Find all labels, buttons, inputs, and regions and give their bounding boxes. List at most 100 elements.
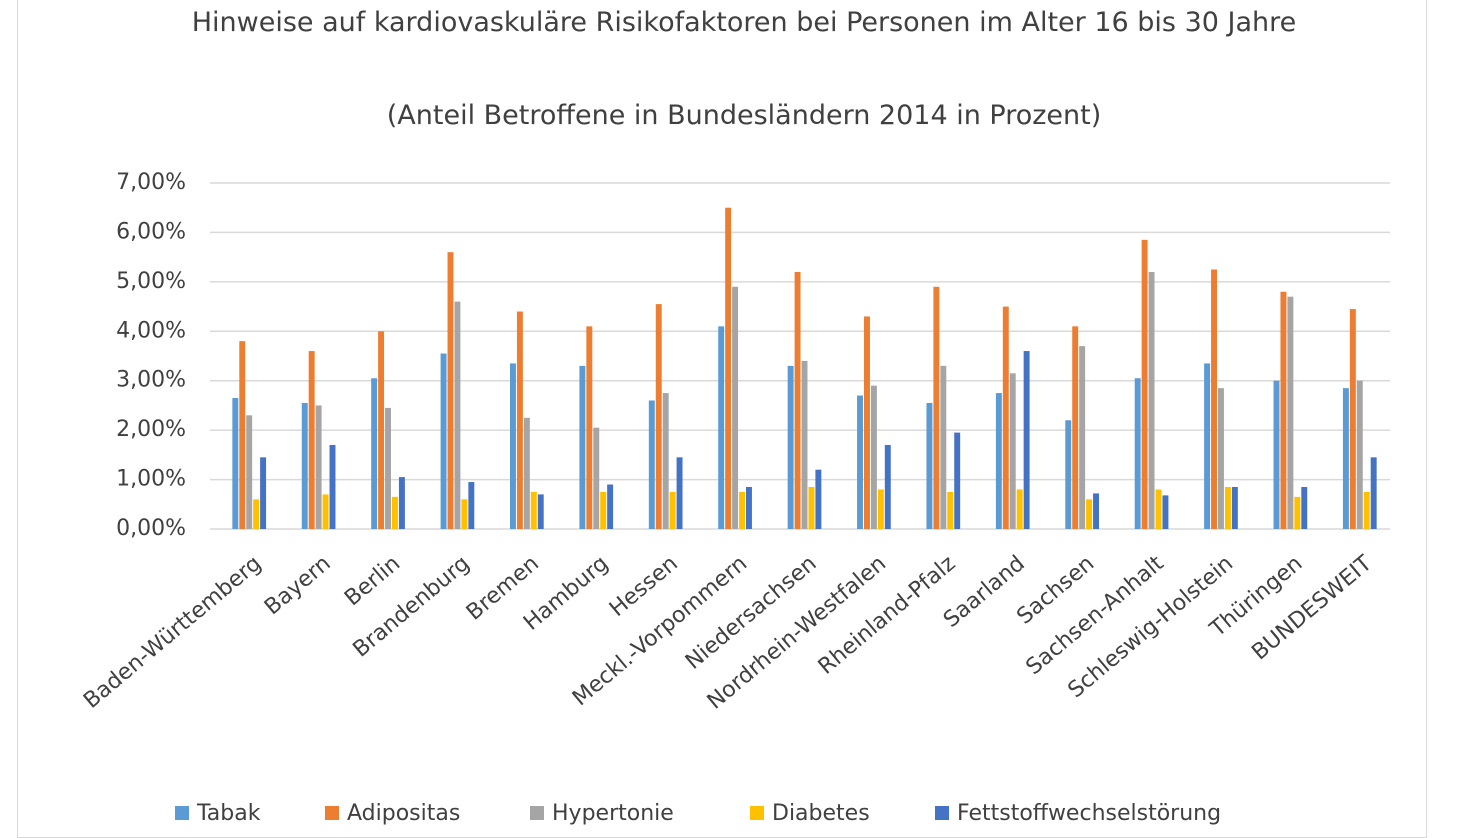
bar [1155,489,1162,529]
bar [329,444,336,529]
y-tick-label: 6,00% [116,219,186,244]
bar [253,499,260,529]
y-tick-label: 7,00% [116,170,186,195]
bar [593,427,600,529]
bar [655,304,662,529]
bar [739,491,745,529]
bar [1086,499,1093,529]
bar [447,252,454,529]
bar [926,402,933,529]
bar [1211,269,1217,529]
bar [1280,291,1287,529]
bar [801,360,808,529]
bar [662,393,669,529]
bar [1301,486,1308,529]
bar [246,415,253,529]
bar [586,326,593,529]
bar [1016,489,1023,529]
bar [1065,420,1072,529]
bar [579,365,586,529]
chart-subtitle: (Anteil Betroffene in Bundesländern 2014… [386,100,1102,131]
bar [1204,363,1211,529]
bar [523,417,530,529]
legend-label: Tabak [196,801,261,826]
legend-label: Adipositas [347,801,460,826]
bar [718,326,725,529]
bar [440,353,447,529]
bar [371,378,378,529]
bar [857,395,863,529]
bar [877,489,884,529]
bar [260,457,267,529]
x-tick-label: BUNDESWEIT [1247,551,1377,666]
x-tick-label: Baden-Württemberg [79,551,266,714]
bar [1079,346,1086,529]
bar [1093,493,1099,529]
bar [232,398,239,529]
bar [1370,457,1377,529]
bar [1342,388,1349,529]
bar [530,491,537,529]
y-tick-label: 1,00% [116,467,186,492]
bar [1363,491,1370,529]
bar [301,402,308,529]
bar [392,496,398,529]
bar [454,301,461,529]
bar [725,207,732,529]
bar [1218,388,1224,529]
bar [954,432,961,529]
legend-label: Fettstoffwechselstörung [957,801,1221,826]
bar [732,286,739,529]
bar [600,491,607,529]
bar [1162,495,1169,529]
bar [648,400,655,529]
y-tick-label: 4,00% [116,318,186,343]
bar [315,405,322,529]
legend-swatch [750,806,764,820]
bar [510,363,516,529]
bar [870,385,877,529]
bar [1224,486,1231,529]
bar [1002,306,1009,529]
legend-swatch [530,806,544,820]
bar [746,486,752,529]
bar [239,341,246,529]
y-tick-label: 0,00% [116,516,186,541]
chart-title: Hinweise auf kardiovaskuläre Risikofakto… [191,7,1297,38]
bar [1294,496,1301,529]
bar [378,331,385,529]
x-tick-label: Berlin [340,551,405,611]
bar [995,393,1002,529]
legend-swatch [175,806,189,820]
bar [1231,486,1238,529]
bar [1148,271,1155,529]
y-tick-label: 3,00% [116,368,186,393]
bar [794,271,801,529]
bar [864,316,870,529]
bar [322,494,329,529]
y-tick-label: 5,00% [116,269,186,294]
bar [676,457,683,529]
bar [669,491,676,529]
legend-swatch [935,806,949,820]
bar [933,286,940,529]
bar [1356,380,1363,529]
bar [461,499,468,529]
bar [385,407,391,529]
bar [940,365,947,529]
bar [1287,296,1294,529]
bar [468,482,475,529]
x-tick-label: Bayern [260,551,336,620]
y-tick-label: 2,00% [116,417,186,442]
bar [1349,309,1356,529]
legend-swatch [325,806,339,820]
bar [884,444,891,529]
bar [1134,378,1141,529]
bar [1141,239,1148,530]
bar [398,477,405,529]
legend-label: Hypertonie [552,801,674,826]
bar [1023,351,1030,529]
bar [1273,380,1280,529]
